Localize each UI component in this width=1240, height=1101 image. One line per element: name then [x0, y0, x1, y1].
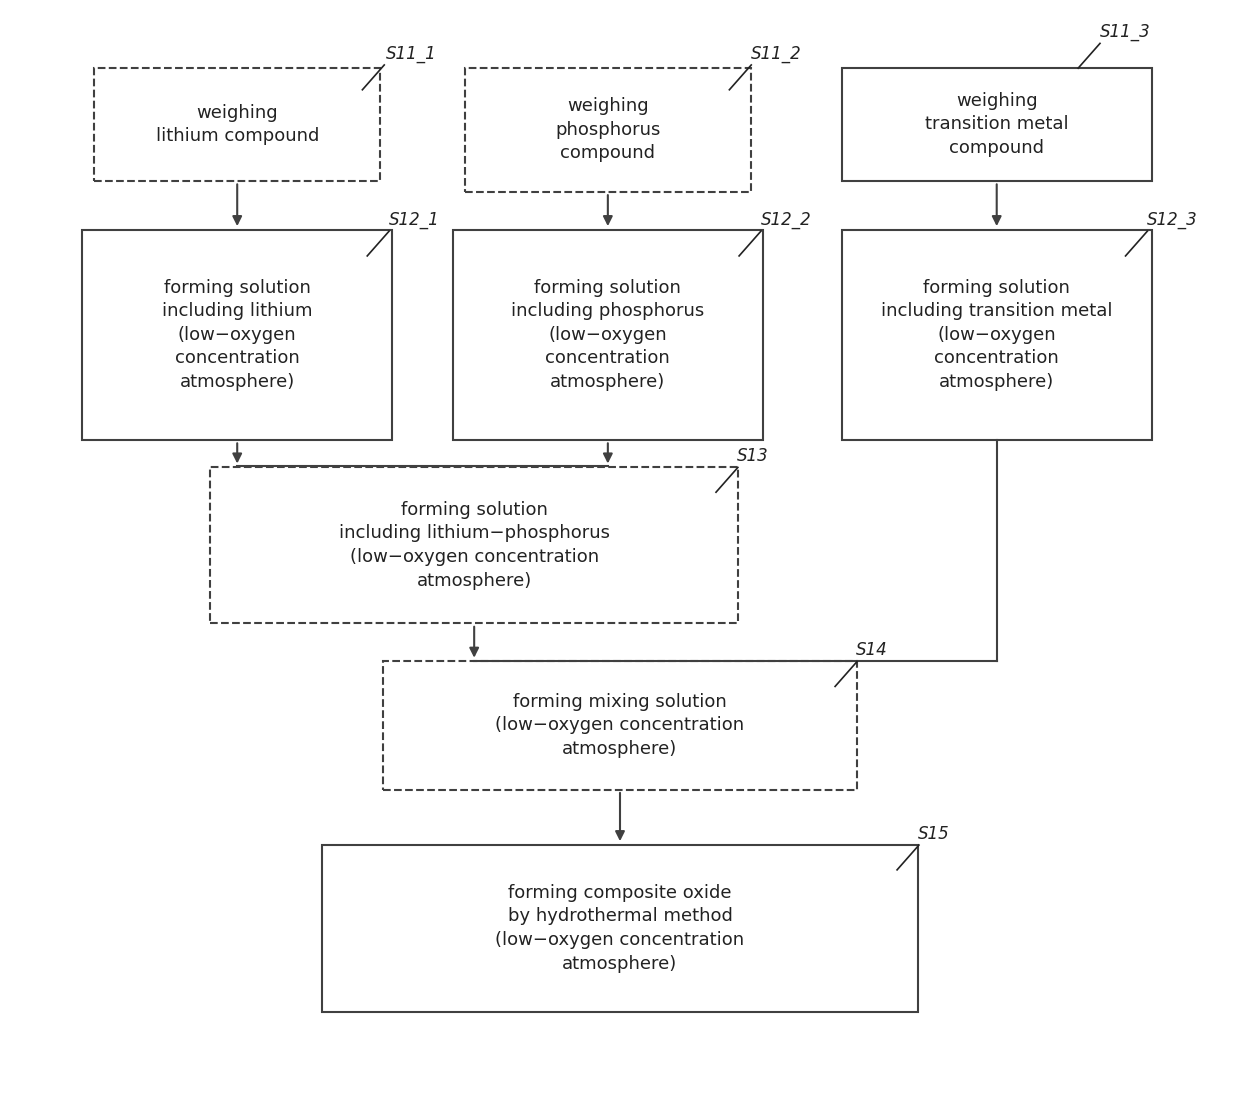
Text: forming solution
including transition metal
(low−oxygen
concentration
atmosphere: forming solution including transition me… [880, 279, 1112, 391]
FancyBboxPatch shape [465, 67, 750, 192]
FancyBboxPatch shape [322, 844, 918, 1012]
FancyBboxPatch shape [94, 67, 379, 181]
FancyBboxPatch shape [210, 467, 739, 623]
Text: S15: S15 [918, 825, 950, 843]
FancyBboxPatch shape [453, 229, 763, 440]
Text: weighing
lithium compound: weighing lithium compound [155, 103, 319, 145]
Text: forming composite oxide
by hydrothermal method
(low−oxygen concentration
atmosph: forming composite oxide by hydrothermal … [496, 884, 744, 972]
Text: S12_1: S12_1 [389, 211, 440, 229]
Text: weighing
transition metal
compound: weighing transition metal compound [925, 91, 1069, 157]
Text: S11_1: S11_1 [386, 45, 436, 63]
FancyBboxPatch shape [82, 229, 392, 440]
FancyBboxPatch shape [842, 67, 1152, 181]
FancyBboxPatch shape [383, 661, 857, 791]
Text: S12_3: S12_3 [1147, 211, 1198, 229]
Text: S13: S13 [737, 447, 769, 466]
Text: forming solution
including phosphorus
(low−oxygen
concentration
atmosphere): forming solution including phosphorus (l… [511, 279, 704, 391]
Text: S12_2: S12_2 [761, 211, 812, 229]
Text: S14: S14 [856, 642, 888, 659]
Text: weighing
phosphorus
compound: weighing phosphorus compound [556, 97, 661, 162]
Text: forming solution
including lithium−phosphorus
(low−oxygen concentration
atmosphe: forming solution including lithium−phosp… [339, 501, 610, 589]
Text: forming solution
including lithium
(low−oxygen
concentration
atmosphere): forming solution including lithium (low−… [162, 279, 312, 391]
Text: forming mixing solution
(low−oxygen concentration
atmosphere): forming mixing solution (low−oxygen conc… [496, 693, 744, 757]
Text: S11_3: S11_3 [1100, 23, 1151, 41]
FancyBboxPatch shape [842, 229, 1152, 440]
Text: S11_2: S11_2 [751, 45, 802, 63]
